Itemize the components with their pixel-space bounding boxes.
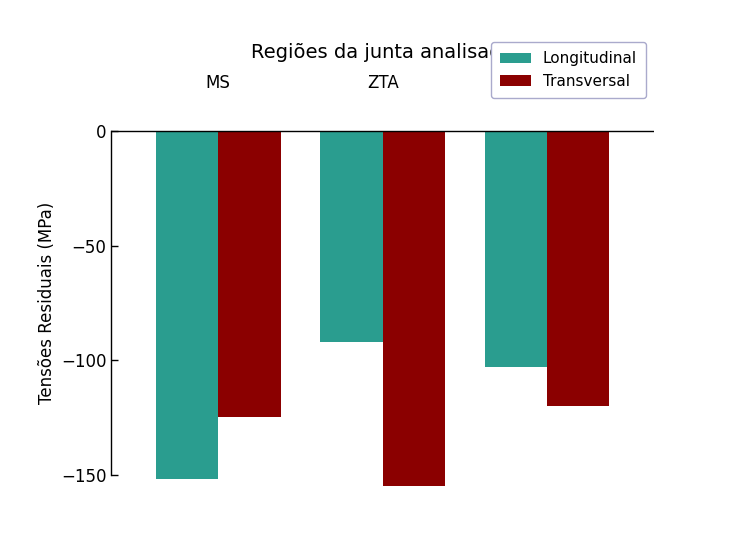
Bar [218, 131, 281, 418]
Bar [156, 131, 218, 479]
Bar [484, 131, 547, 367]
Bar [547, 131, 609, 406]
Bar [383, 131, 445, 486]
Y-axis label: Tensões Residuais (MPa): Tensões Residuais (MPa) [38, 202, 56, 404]
Legend: Longitudinal, Transversal: Longitudinal, Transversal [491, 42, 646, 98]
Bar [320, 131, 383, 342]
Title: Regiões da junta analisada: Regiões da junta analisada [251, 42, 514, 62]
